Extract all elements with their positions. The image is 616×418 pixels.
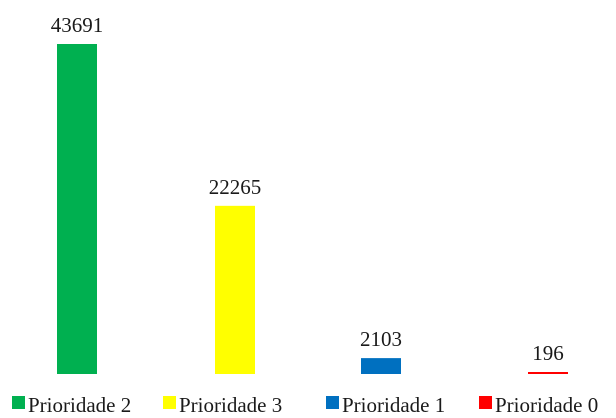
legend-item: Prioridade 2	[12, 393, 131, 417]
data-label: 196	[532, 341, 564, 365]
data-label: 43691	[51, 13, 104, 37]
bars	[57, 44, 568, 374]
legend-swatch	[12, 396, 25, 409]
legend-item: Prioridade 3	[163, 393, 282, 417]
data-labels: 43691 22265 2103 196	[51, 13, 564, 365]
legend-swatch	[479, 396, 492, 409]
legend-label: Prioridade 3	[179, 393, 282, 417]
legend-swatch	[163, 396, 176, 409]
bar-prioridade-0	[528, 372, 568, 374]
legend-label: Prioridade 1	[342, 393, 445, 417]
data-label: 2103	[360, 327, 402, 351]
legend-label: Prioridade 2	[28, 393, 131, 417]
bar-prioridade-2	[57, 44, 97, 374]
data-label: 22265	[209, 175, 262, 199]
legend-swatch	[326, 396, 339, 409]
bar-prioridade-1	[361, 358, 401, 374]
legend-item: Prioridade 1	[326, 393, 445, 417]
bar-prioridade-3	[215, 205, 255, 374]
legend-label: Prioridade 0	[495, 393, 598, 417]
legend-item: Prioridade 0	[479, 393, 598, 417]
legend: Prioridade 2 Prioridade 3 Prioridade 1 Prio…	[12, 393, 598, 417]
